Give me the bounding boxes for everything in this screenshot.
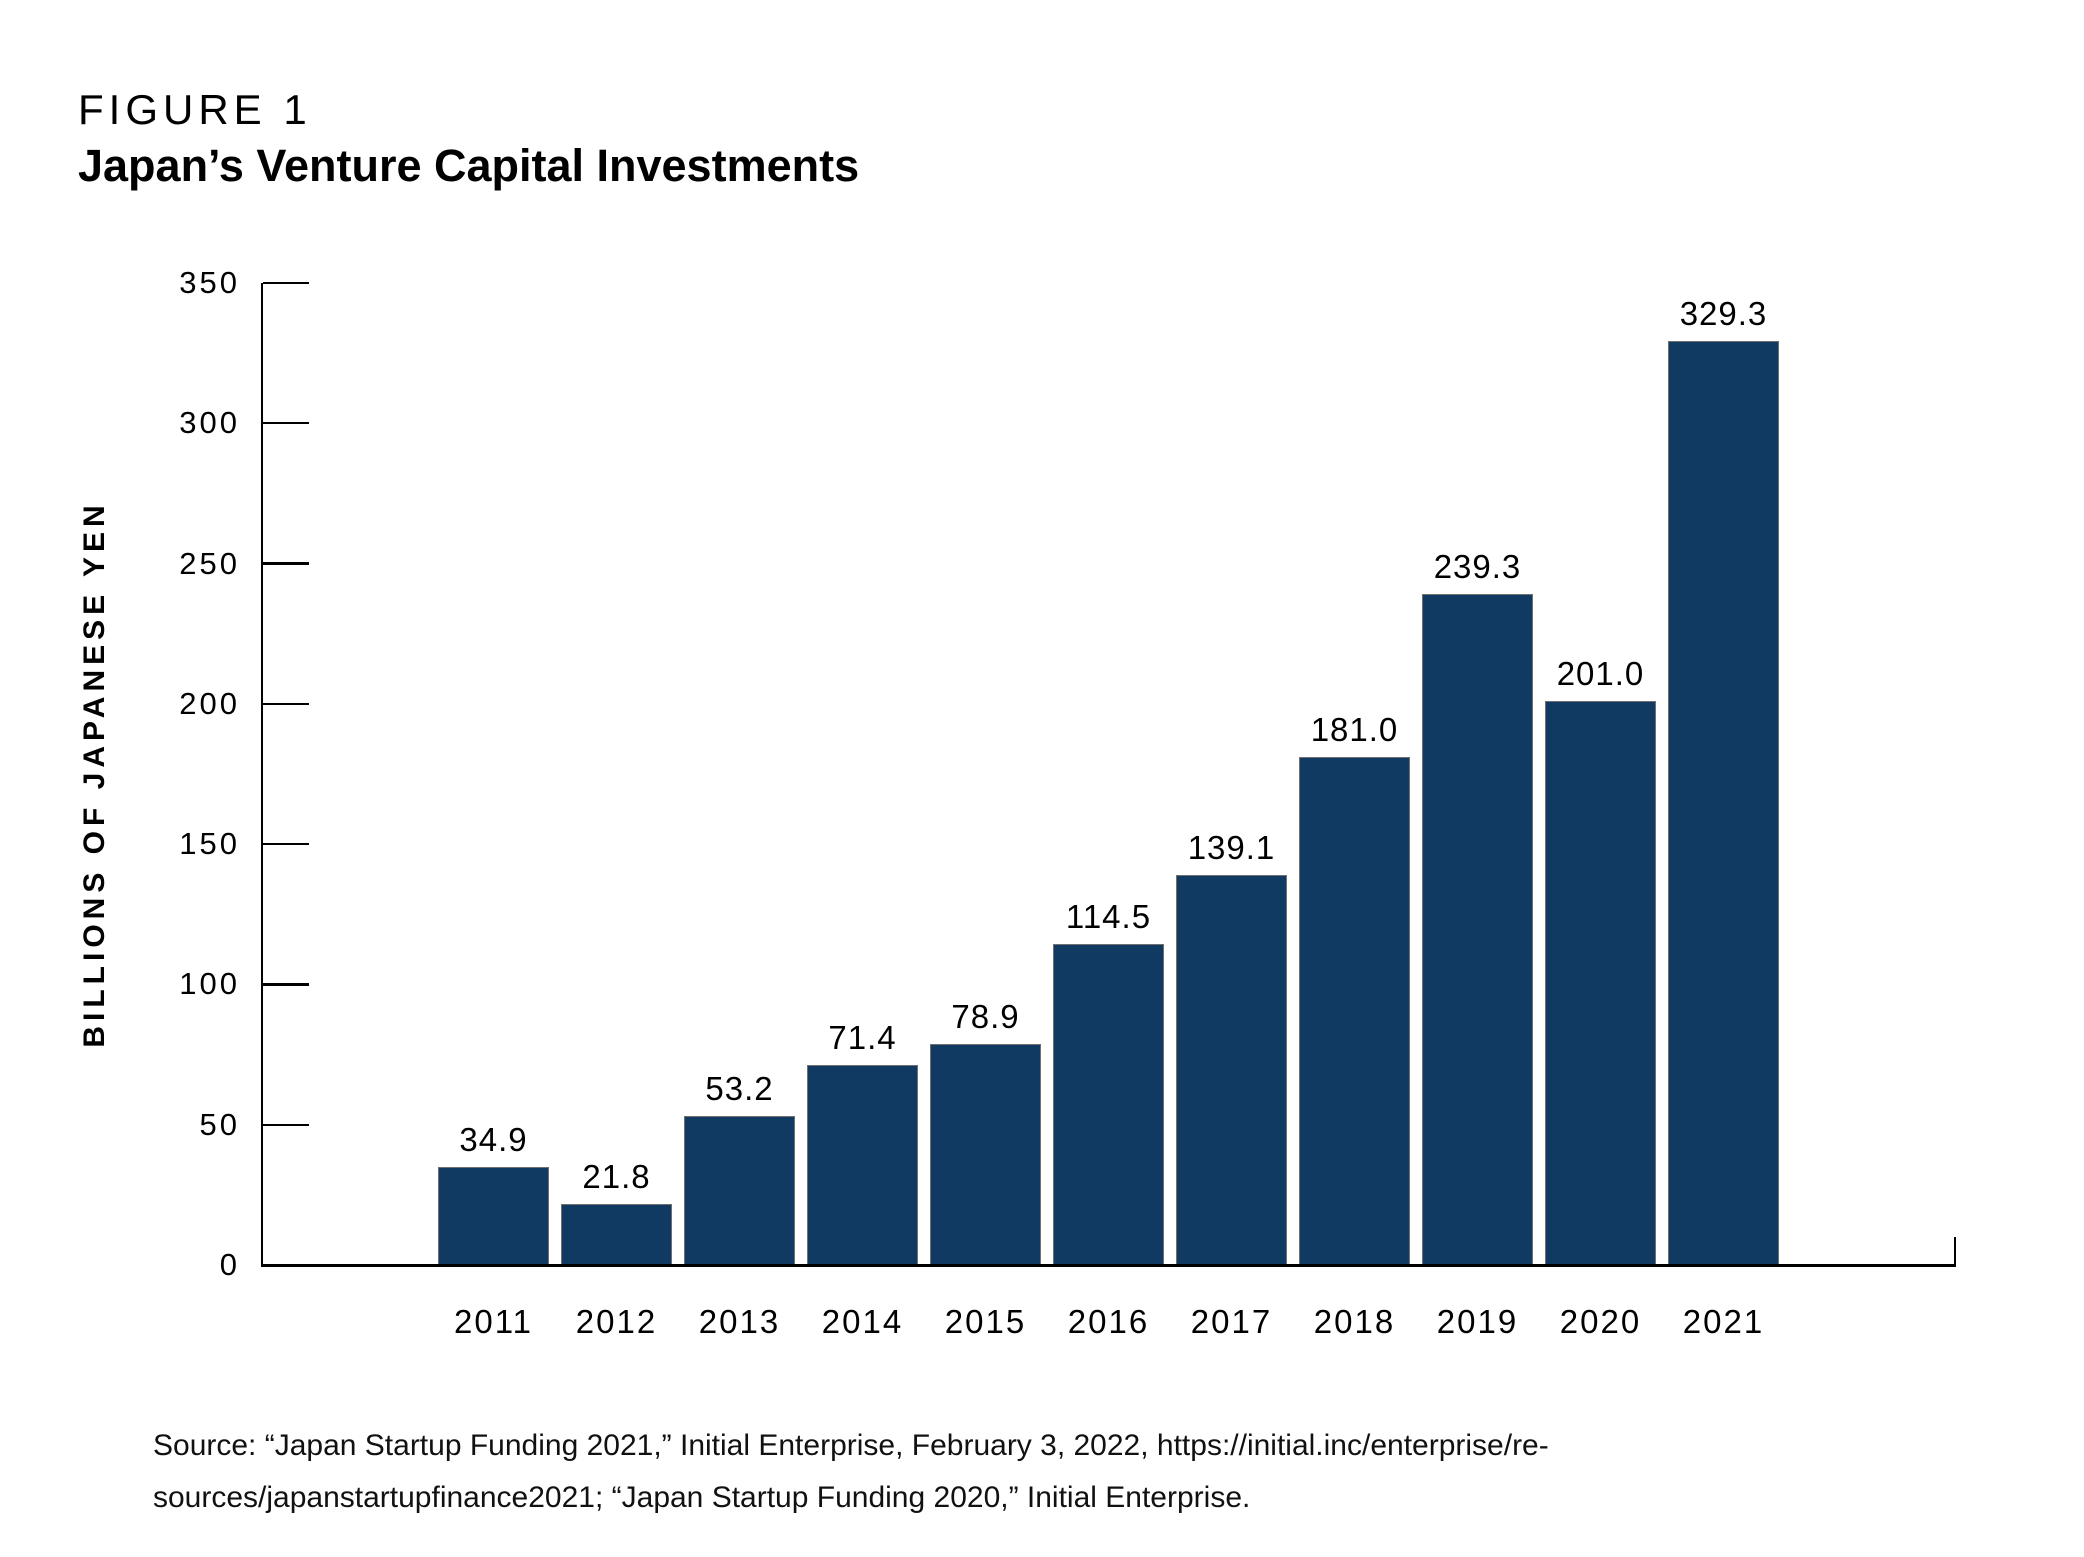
y-tick (263, 843, 309, 846)
figure-label: FIGURE 1 (78, 86, 312, 133)
y-tick (263, 422, 309, 425)
y-tick (263, 702, 309, 705)
y-tick (263, 983, 309, 986)
bar-value-label-2013: 53.2 (705, 1069, 774, 1107)
y-tick (263, 281, 309, 285)
x-tick-label-2016: 2016 (1067, 1303, 1150, 1340)
bar-value-label-2014: 71.4 (828, 1018, 897, 1056)
y-tick-label: 0 (219, 1247, 240, 1282)
x-tick-label-2018: 2018 (1313, 1303, 1396, 1340)
x-tick-label-2011: 2011 (454, 1303, 533, 1340)
x-axis-end-tick (1953, 1237, 1956, 1265)
bar-2016 (1053, 943, 1164, 1265)
bar-value-label-2018: 181.0 (1310, 711, 1399, 749)
x-tick-label-2012: 2012 (575, 1303, 658, 1340)
y-axis-line (261, 283, 264, 1265)
x-tick-label-2019: 2019 (1436, 1303, 1519, 1340)
x-tick-label-2021: 2021 (1682, 1303, 1765, 1340)
bar-2017 (1176, 874, 1287, 1265)
y-tick-label: 300 (179, 405, 240, 441)
bar-value-label-2020: 201.0 (1556, 655, 1645, 693)
bar-value-label-2017: 139.1 (1187, 828, 1276, 866)
bar-value-label-2015: 78.9 (951, 997, 1020, 1035)
bar-value-label-2019: 239.3 (1433, 547, 1522, 585)
chart-title: Japan’s Venture Capital Investments (78, 140, 860, 191)
bar-2014 (807, 1064, 918, 1265)
bar-2020 (1545, 701, 1656, 1265)
y-tick (263, 562, 309, 565)
bar-2019 (1422, 593, 1533, 1265)
x-axis-line (261, 1264, 1956, 1267)
source-line-2: sources/japanstartupfinance2021; “Japan … (153, 1481, 1251, 1514)
source-line-1: Source: “Japan Startup Funding 2021,” In… (153, 1429, 1549, 1462)
y-tick-label: 50 (199, 1106, 240, 1142)
bar-2015 (930, 1043, 1041, 1265)
bar-2012 (561, 1203, 672, 1265)
bar-2013 (684, 1115, 795, 1265)
y-tick-label: 250 (179, 545, 240, 581)
bar-2021 (1668, 341, 1779, 1265)
y-tick-label: 150 (179, 826, 240, 862)
bar-2018 (1299, 757, 1410, 1265)
bar-value-label-2012: 21.8 (582, 1157, 651, 1195)
y-tick (263, 1123, 309, 1126)
x-tick-label-2014: 2014 (821, 1303, 904, 1340)
y-tick-label: 200 (179, 685, 240, 721)
x-tick-label-2020: 2020 (1559, 1303, 1642, 1340)
x-tick-label-2017: 2017 (1190, 1303, 1273, 1340)
x-tick-label-2015: 2015 (944, 1303, 1027, 1340)
y-tick-label: 350 (179, 265, 240, 300)
bar-value-label-2021: 329.3 (1679, 295, 1768, 333)
y-tick-label: 100 (179, 966, 240, 1002)
bar-value-label-2011: 34.9 (459, 1121, 528, 1159)
x-tick-label-2013: 2013 (698, 1303, 781, 1340)
bar-2011 (438, 1167, 549, 1265)
bar-value-label-2016: 114.5 (1065, 897, 1152, 935)
source-note: Source: “Japan Startup Funding 2021,” In… (153, 1420, 1549, 1524)
